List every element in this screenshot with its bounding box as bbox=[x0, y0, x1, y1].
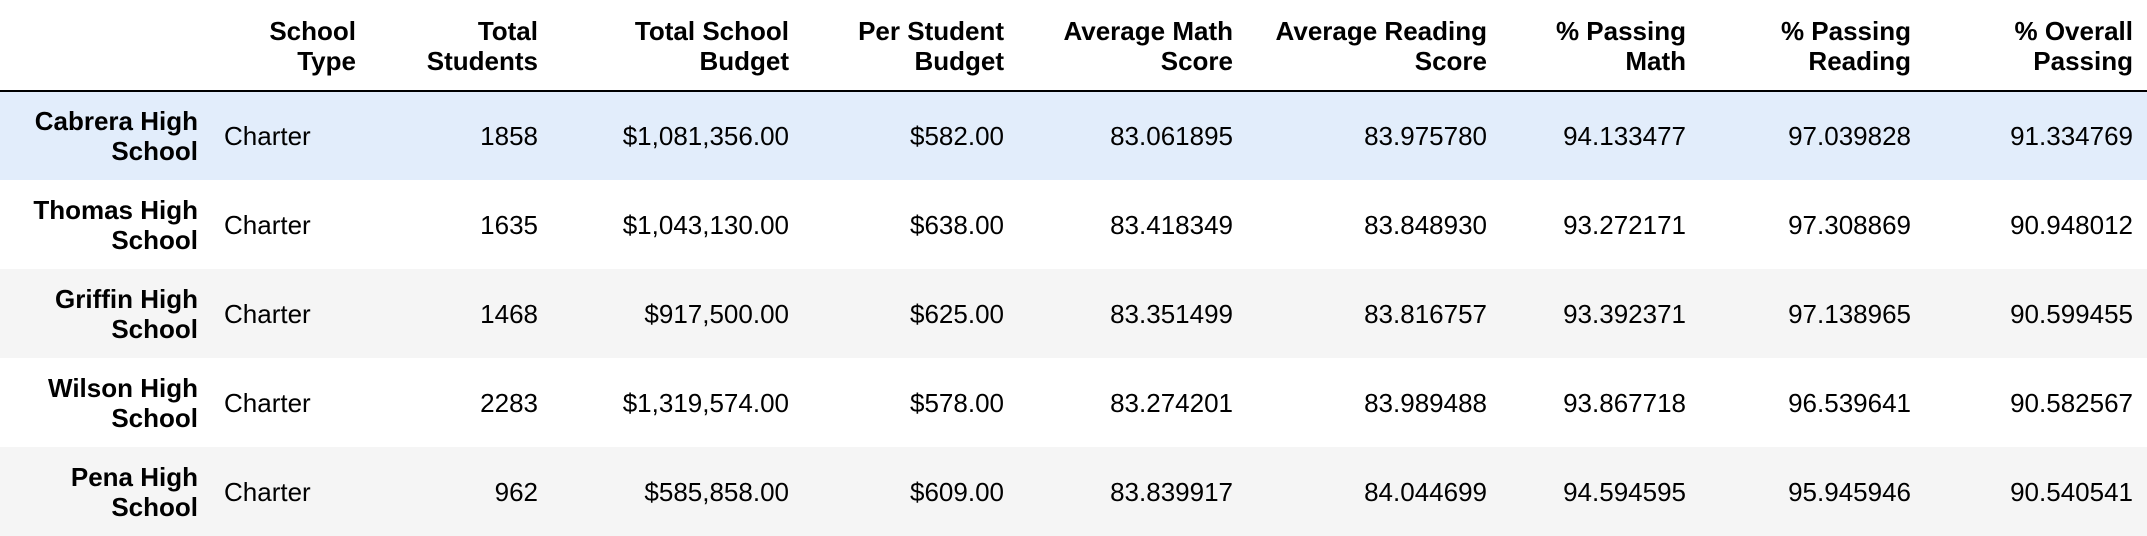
header-line: Average Math bbox=[1063, 16, 1233, 46]
header-line: % Passing bbox=[1555, 16, 1686, 46]
cell-average-reading-score: 83.848930 bbox=[1364, 209, 1487, 240]
row-label: Griffin High School bbox=[0, 269, 220, 358]
table-row[interactable]: Wilson High School Charter 2283 $1,319,5… bbox=[0, 358, 2147, 447]
header-line: Per Student bbox=[858, 16, 1004, 46]
cell-total-students: 1468 bbox=[480, 298, 538, 329]
header-line: Type bbox=[297, 46, 356, 76]
header-line: Total School bbox=[634, 16, 789, 46]
cell-passing-math: 93.272171 bbox=[1563, 209, 1686, 240]
cell-passing-reading: 97.039828 bbox=[1788, 121, 1911, 151]
table-row[interactable]: Cabrera High School Charter 1858 $1,081,… bbox=[0, 91, 2147, 180]
header-line: % Overall bbox=[2014, 16, 2133, 46]
cell-per-student-budget: $638.00 bbox=[910, 209, 1004, 240]
row-label-line: School bbox=[111, 136, 198, 166]
cell-overall-passing: 91.334769 bbox=[2010, 121, 2133, 151]
cell-total-school-budget: $1,319,574.00 bbox=[622, 387, 789, 418]
row-label: Thomas High School bbox=[0, 180, 220, 269]
cell-overall-passing: 90.540541 bbox=[2010, 476, 2133, 507]
cell-average-math-score: 83.839917 bbox=[1110, 476, 1233, 507]
header-line: Score bbox=[1160, 46, 1233, 76]
cell-average-math-score: 83.418349 bbox=[1110, 209, 1233, 240]
cell-average-reading-score: 83.975780 bbox=[1364, 121, 1487, 151]
cell-average-reading-score: 83.816757 bbox=[1364, 298, 1487, 329]
column-header-average-reading-score: Average Reading Score bbox=[1247, 0, 1501, 91]
column-header-passing-reading: % Passing Reading bbox=[1700, 0, 1925, 91]
cell-total-students: 2283 bbox=[480, 387, 538, 418]
table-row[interactable]: Pena High School Charter 962 $585,858.00… bbox=[0, 447, 2147, 536]
cell-total-students: 1635 bbox=[480, 209, 538, 240]
cell-passing-reading: 97.308869 bbox=[1788, 209, 1911, 240]
row-label: Pena High School bbox=[0, 447, 220, 536]
cell-passing-math: 93.867718 bbox=[1563, 387, 1686, 418]
cell-passing-reading: 97.138965 bbox=[1788, 298, 1911, 329]
row-label-line: Cabrera High bbox=[34, 106, 198, 136]
row-label-line: School bbox=[111, 224, 198, 255]
row-label-line: School bbox=[111, 313, 198, 344]
cell-per-student-budget: $578.00 bbox=[910, 387, 1004, 418]
cell-per-student-budget: $609.00 bbox=[910, 476, 1004, 507]
cell-average-reading-score: 83.989488 bbox=[1364, 387, 1487, 418]
header-line: School bbox=[269, 16, 356, 46]
cell-per-student-budget: $582.00 bbox=[910, 121, 1004, 151]
cell-overall-passing: 90.599455 bbox=[2010, 298, 2133, 329]
cell-total-school-budget: $1,043,130.00 bbox=[622, 209, 789, 240]
cell-passing-math: 94.594595 bbox=[1563, 476, 1686, 507]
table-header: School Type Total Students Total School … bbox=[0, 0, 2147, 91]
cell-school-type: Charter bbox=[224, 121, 311, 151]
column-header-passing-math: % Passing Math bbox=[1501, 0, 1700, 91]
column-header-per-student-budget: Per Student Budget bbox=[803, 0, 1018, 91]
table-body: Cabrera High School Charter 1858 $1,081,… bbox=[0, 91, 2147, 536]
cell-average-math-score: 83.061895 bbox=[1110, 121, 1233, 151]
row-label: Cabrera High School bbox=[0, 91, 220, 180]
header-row: School Type Total Students Total School … bbox=[0, 0, 2147, 91]
table-row[interactable]: Thomas High School Charter 1635 $1,043,1… bbox=[0, 180, 2147, 269]
header-line: Budget bbox=[699, 46, 789, 76]
row-label-line: Wilson High bbox=[48, 372, 198, 403]
column-header-total-students: Total Students bbox=[370, 0, 552, 91]
cell-school-type: Charter bbox=[224, 387, 311, 418]
header-line: Passing bbox=[2033, 46, 2133, 76]
cell-total-students: 1858 bbox=[480, 121, 538, 151]
cell-total-students: 962 bbox=[494, 476, 538, 507]
header-line: Math bbox=[1625, 46, 1686, 76]
cell-overall-passing: 90.582567 bbox=[2010, 387, 2133, 418]
cell-overall-passing: 90.948012 bbox=[2010, 209, 2133, 240]
cell-passing-reading: 96.539641 bbox=[1788, 387, 1911, 418]
cell-average-math-score: 83.274201 bbox=[1110, 387, 1233, 418]
table-row[interactable]: Griffin High School Charter 1468 $917,50… bbox=[0, 269, 2147, 358]
cell-per-student-budget: $625.00 bbox=[910, 298, 1004, 329]
cell-average-math-score: 83.351499 bbox=[1110, 298, 1233, 329]
cell-passing-math: 93.392371 bbox=[1563, 298, 1686, 329]
header-line: Budget bbox=[914, 46, 1004, 76]
column-header-overall-passing: % Overall Passing bbox=[1925, 0, 2147, 91]
row-label: Wilson High School bbox=[0, 358, 220, 447]
cell-passing-reading: 95.945946 bbox=[1788, 476, 1911, 507]
header-line: Reading bbox=[1808, 46, 1911, 76]
cell-school-type: Charter bbox=[224, 209, 311, 240]
header-line: % Passing bbox=[1780, 16, 1911, 46]
column-header-school-type: School Type bbox=[220, 0, 370, 91]
header-line: Total bbox=[477, 16, 538, 46]
cell-average-reading-score: 84.044699 bbox=[1364, 476, 1487, 507]
header-line: Average Reading bbox=[1275, 16, 1487, 46]
header-line: Students bbox=[426, 46, 538, 76]
cell-school-type: Charter bbox=[224, 298, 311, 329]
row-label-line: School bbox=[111, 402, 198, 433]
cell-total-school-budget: $917,500.00 bbox=[644, 298, 789, 329]
row-label-line: Griffin High bbox=[55, 283, 198, 314]
column-header-average-math-score: Average Math Score bbox=[1018, 0, 1247, 91]
row-label-line: Thomas High bbox=[33, 194, 198, 225]
row-label-line: Pena High bbox=[70, 461, 198, 492]
cell-school-type: Charter bbox=[224, 476, 311, 507]
index-column-header bbox=[0, 0, 220, 91]
cell-total-school-budget: $1,081,356.00 bbox=[622, 121, 789, 151]
cell-passing-math: 94.133477 bbox=[1563, 121, 1686, 151]
header-line: Score bbox=[1414, 46, 1487, 76]
column-header-total-school-budget: Total School Budget bbox=[552, 0, 803, 91]
row-label-line: School bbox=[111, 491, 198, 522]
cell-total-school-budget: $585,858.00 bbox=[644, 476, 789, 507]
